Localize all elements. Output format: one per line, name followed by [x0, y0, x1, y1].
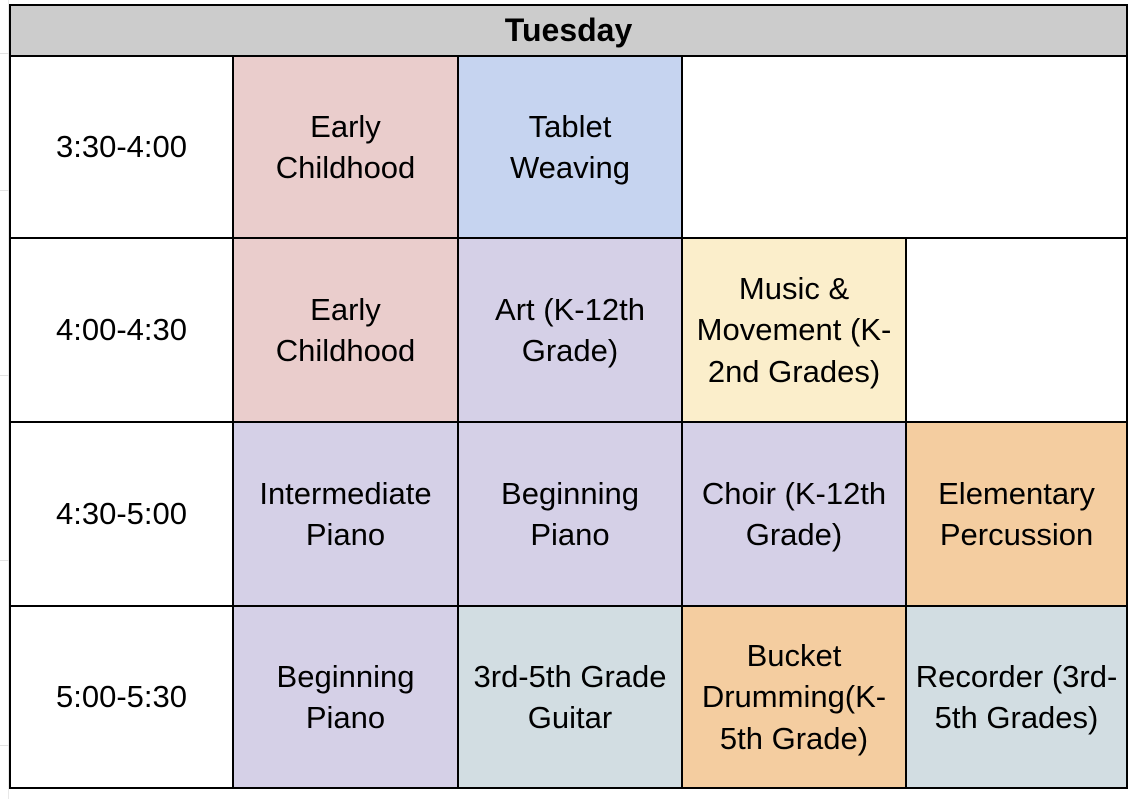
- time-slot-label: 5:00-5:30: [9, 605, 234, 789]
- class-cell[interactable]: Tablet Weaving: [457, 55, 683, 239]
- class-cell-empty[interactable]: [680, 55, 1129, 239]
- sheet-edge-tick: [0, 560, 9, 561]
- class-cell[interactable]: Early Childhood: [232, 55, 459, 239]
- schedule-table: Tuesday 3:30-4:00 Early Childhood Tablet…: [8, 4, 1129, 789]
- class-cell[interactable]: Early Childhood: [232, 237, 459, 423]
- day-header-tuesday: Tuesday: [8, 4, 1129, 57]
- class-cell[interactable]: Choir (K-12th Grade): [681, 421, 907, 607]
- table-row: 4:00-4:30 Early Childhood Art (K-12th Gr…: [9, 237, 1129, 423]
- time-slot-label: 4:00-4:30: [9, 237, 234, 423]
- class-cell[interactable]: 3rd-5th Grade Guitar: [457, 605, 683, 789]
- class-cell-empty[interactable]: [904, 237, 1129, 423]
- class-cell[interactable]: Beginning Piano: [457, 421, 683, 607]
- class-cell[interactable]: Intermediate Piano: [232, 421, 459, 607]
- table-row: 4:30-5:00 Intermediate Piano Beginning P…: [9, 421, 1129, 607]
- class-cell[interactable]: Bucket Drumming(K-5th Grade): [681, 605, 907, 789]
- schedule-table-head: Tuesday: [8, 4, 1129, 57]
- sheet-edge-tick: [0, 745, 9, 746]
- sheet-edge-tick: [0, 375, 9, 376]
- sheet-edge-tick: [0, 53, 9, 54]
- schedule-table-wrap: Tuesday 3:30-4:00 Early Childhood Tablet…: [8, 4, 1129, 789]
- class-cell[interactable]: Music & Movement (K-2nd Grades): [681, 237, 907, 423]
- day-header-row: Tuesday: [8, 4, 1129, 57]
- class-cell[interactable]: Beginning Piano: [232, 605, 459, 789]
- table-row: 5:00-5:30 Beginning Piano 3rd-5th Grade …: [9, 605, 1129, 789]
- class-cell[interactable]: Art (K-12th Grade): [457, 237, 683, 423]
- table-row: 3:30-4:00 Early Childhood Tablet Weaving: [9, 55, 1129, 239]
- time-slot-label: 3:30-4:00: [9, 55, 234, 239]
- sheet-edge-tick: [0, 190, 9, 191]
- class-cell[interactable]: Recorder (3rd-5th Grades): [904, 605, 1129, 789]
- schedule-table-body: 3:30-4:00 Early Childhood Tablet Weaving…: [9, 55, 1129, 789]
- class-cell[interactable]: Elementary Percussion: [904, 421, 1129, 607]
- sheet-edge-gridline: [8, 0, 9, 799]
- time-slot-label: 4:30-5:00: [9, 421, 234, 607]
